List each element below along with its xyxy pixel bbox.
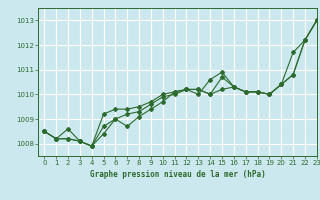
- X-axis label: Graphe pression niveau de la mer (hPa): Graphe pression niveau de la mer (hPa): [90, 170, 266, 179]
